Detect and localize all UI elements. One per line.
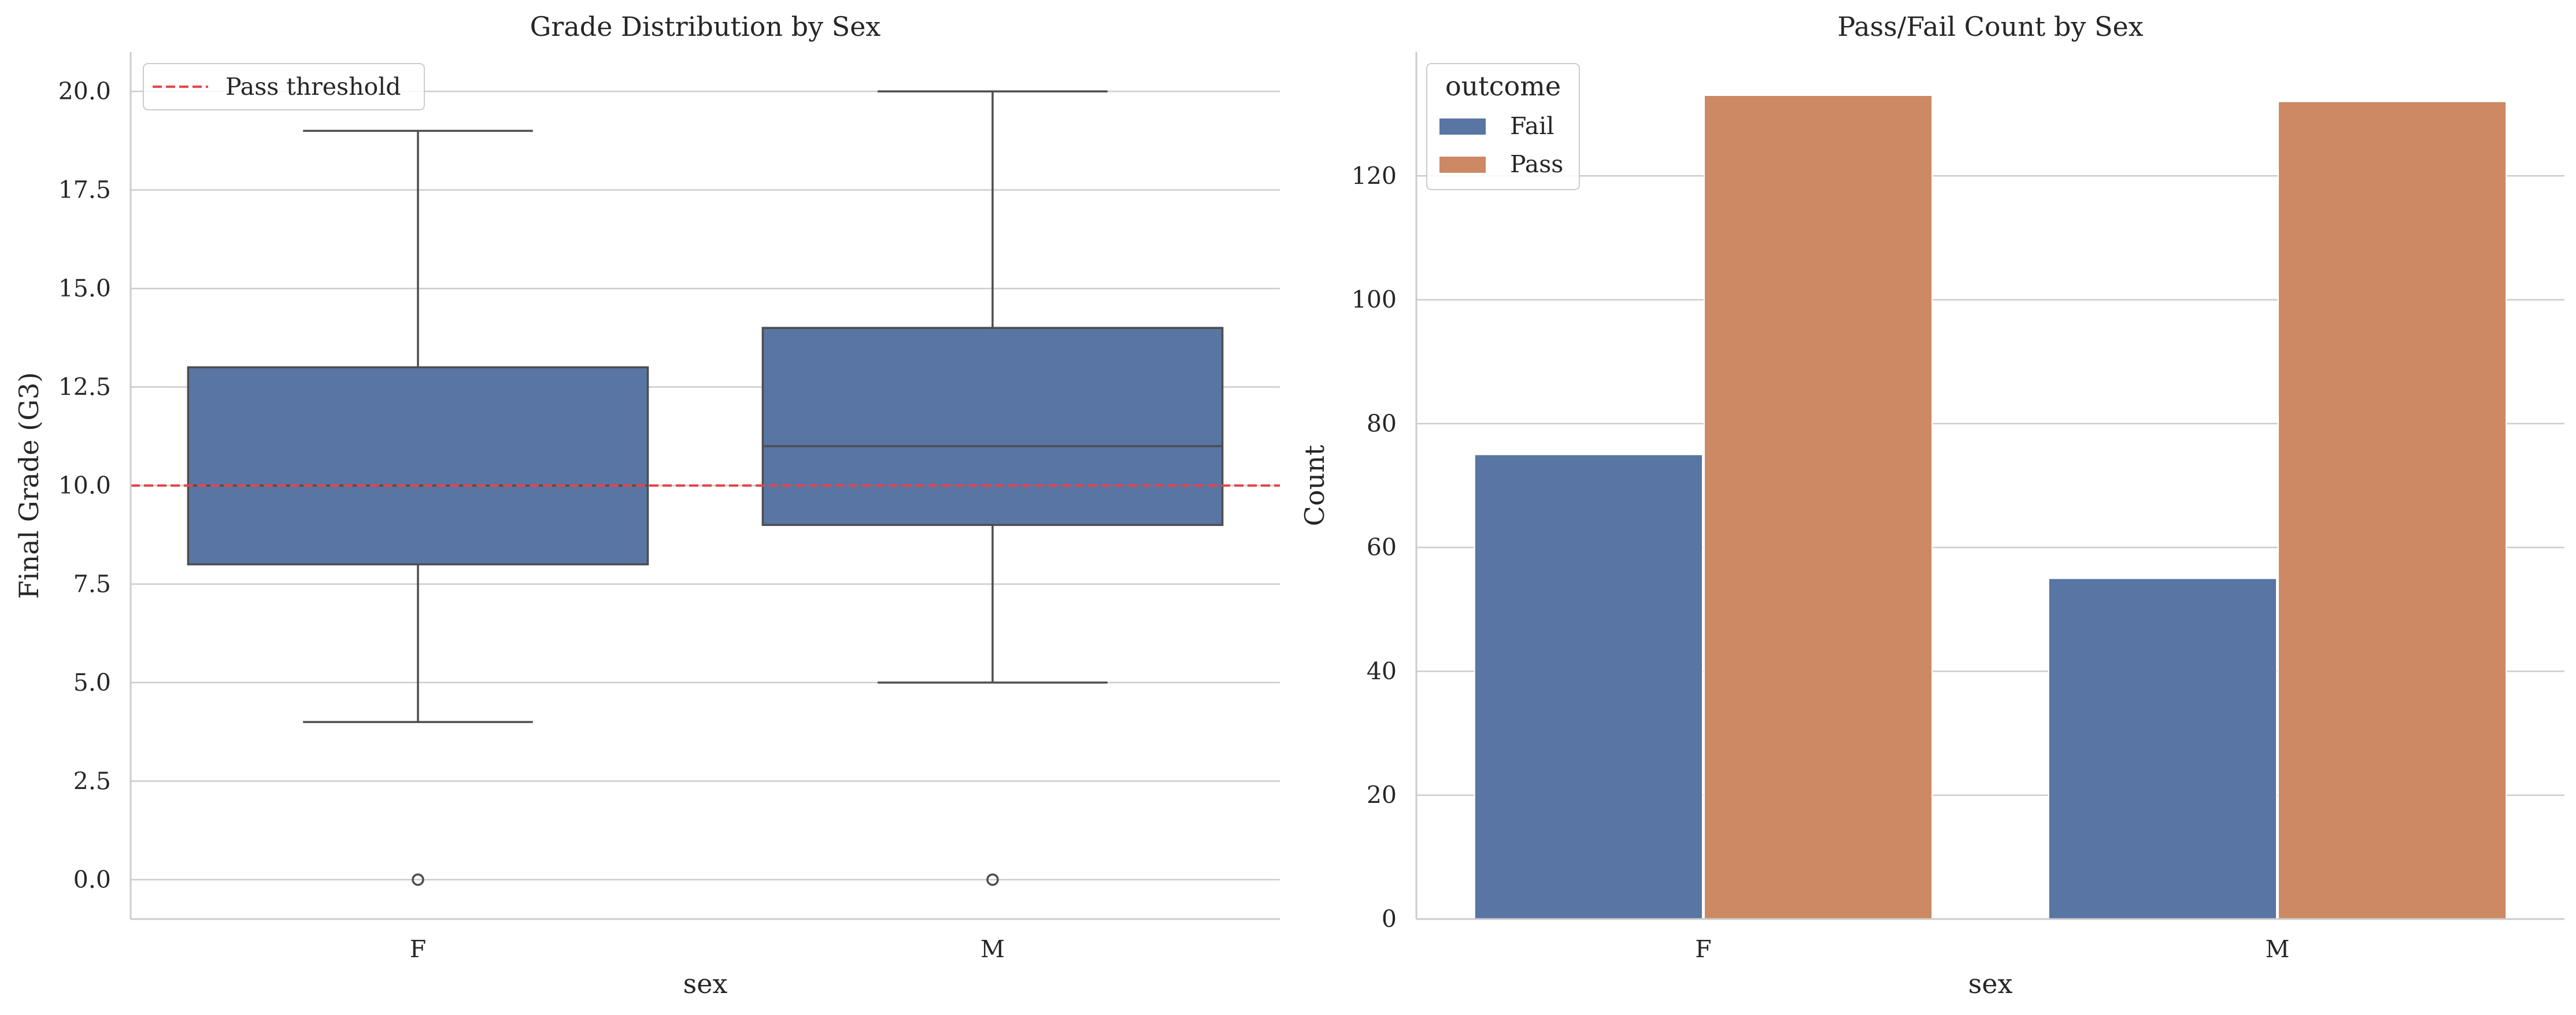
box-plot-x-tick-label-m: M <box>980 935 1005 963</box>
box-plot-x-tick-label-f: F <box>410 935 426 963</box>
bar-chart-y-tick-label: 0 <box>1382 905 1397 933</box>
box-plot-x-axis-label: sex <box>683 968 728 999</box>
bar-chart-y-tick-label: 80 <box>1367 410 1397 438</box>
bar-chart-marks <box>1474 95 2507 920</box>
bar-chart-ticks: 0 20 40 60 80 100 120 F M <box>1352 162 2290 963</box>
bar-chart-legend-label-pass: Pass <box>1510 150 1563 178</box>
bar-chart-legend-swatch-pass <box>1439 157 1486 173</box>
box-m-iqr <box>761 327 1224 526</box>
box-plot-legend: Pass threshold <box>143 63 425 110</box>
box-plot-y-tick-label: 2.5 <box>73 767 111 795</box>
box-plot-axes <box>129 52 1280 920</box>
bar-chart-y-tick-label: 120 <box>1352 162 1397 190</box>
bar-chart-y-tick-label: 100 <box>1352 286 1397 314</box>
box-plot-y-tick-label: 20.0 <box>58 77 111 105</box>
bar-pass-f <box>1704 95 1933 920</box>
box-plot-y-tick-label: 12.5 <box>58 373 111 401</box>
bar-chart-x-axis-label: sex <box>1968 968 2013 999</box>
bar-chart-legend-swatch-fail <box>1439 118 1486 135</box>
box-plot-legend-label: Pass threshold <box>225 73 401 101</box>
box-f <box>187 129 649 886</box>
bar-fail-f <box>1474 454 1704 920</box>
bar-pass-m <box>2278 101 2507 920</box>
bar-chart-y-tick-label: 60 <box>1367 534 1397 561</box>
bar-chart-y-tick-label: 20 <box>1367 781 1397 809</box>
bar-chart-panel: 0 20 40 60 80 100 120 F M Pass/Fail Count by Sex… <box>1299 11 2564 999</box>
bar-fail-m <box>2048 577 2278 920</box>
box-m-outlier <box>986 873 999 886</box>
box-plot-legend-frame <box>143 63 425 110</box>
bar-chart-axes <box>1415 52 2564 920</box>
box-plot-y-tick-label: 10.0 <box>58 472 111 499</box>
bar-chart-title: Pass/Fail Count by Sex <box>1837 11 2143 42</box>
box-plot-ticks: 0.0 2.5 5.0 7.5 10.0 12.5 15.0 17.5 20.0 F M <box>58 77 1005 963</box>
bar-chart-x-tick-label-f: F <box>1695 935 1711 963</box>
box-plot-y-tick-label: 15.0 <box>58 275 111 302</box>
box-plot-y-tick-label: 5.0 <box>73 669 111 697</box>
box-plot-y-tick-label: 17.5 <box>58 176 111 204</box>
bar-chart-legend: outcome Fail Pass <box>1426 63 1580 190</box>
bar-chart-y-axis-label: Count <box>1299 444 1330 526</box>
box-plot-y-tick-label: 7.5 <box>73 570 111 598</box>
box-f-outlier <box>412 873 424 886</box>
box-f-iqr <box>187 366 649 566</box>
box-m <box>761 90 1224 886</box>
bar-chart-legend-title: outcome <box>1445 71 1561 102</box>
box-plot-marks <box>187 90 1224 886</box>
bar-chart-legend-label-fail: Fail <box>1510 112 1554 140</box>
box-plot-title: Grade Distribution by Sex <box>530 11 881 42</box>
box-plot-panel: 0.0 2.5 5.0 7.5 10.0 12.5 15.0 17.5 20.0 F M Grade… <box>13 11 1280 999</box>
box-plot-y-tick-label: 0.0 <box>73 866 111 894</box>
box-plot-y-axis-label: Final Grade (G3) <box>13 372 45 599</box>
bar-chart-y-tick-label: 40 <box>1367 657 1397 685</box>
bar-chart-x-tick-label-m: M <box>2266 935 2290 963</box>
